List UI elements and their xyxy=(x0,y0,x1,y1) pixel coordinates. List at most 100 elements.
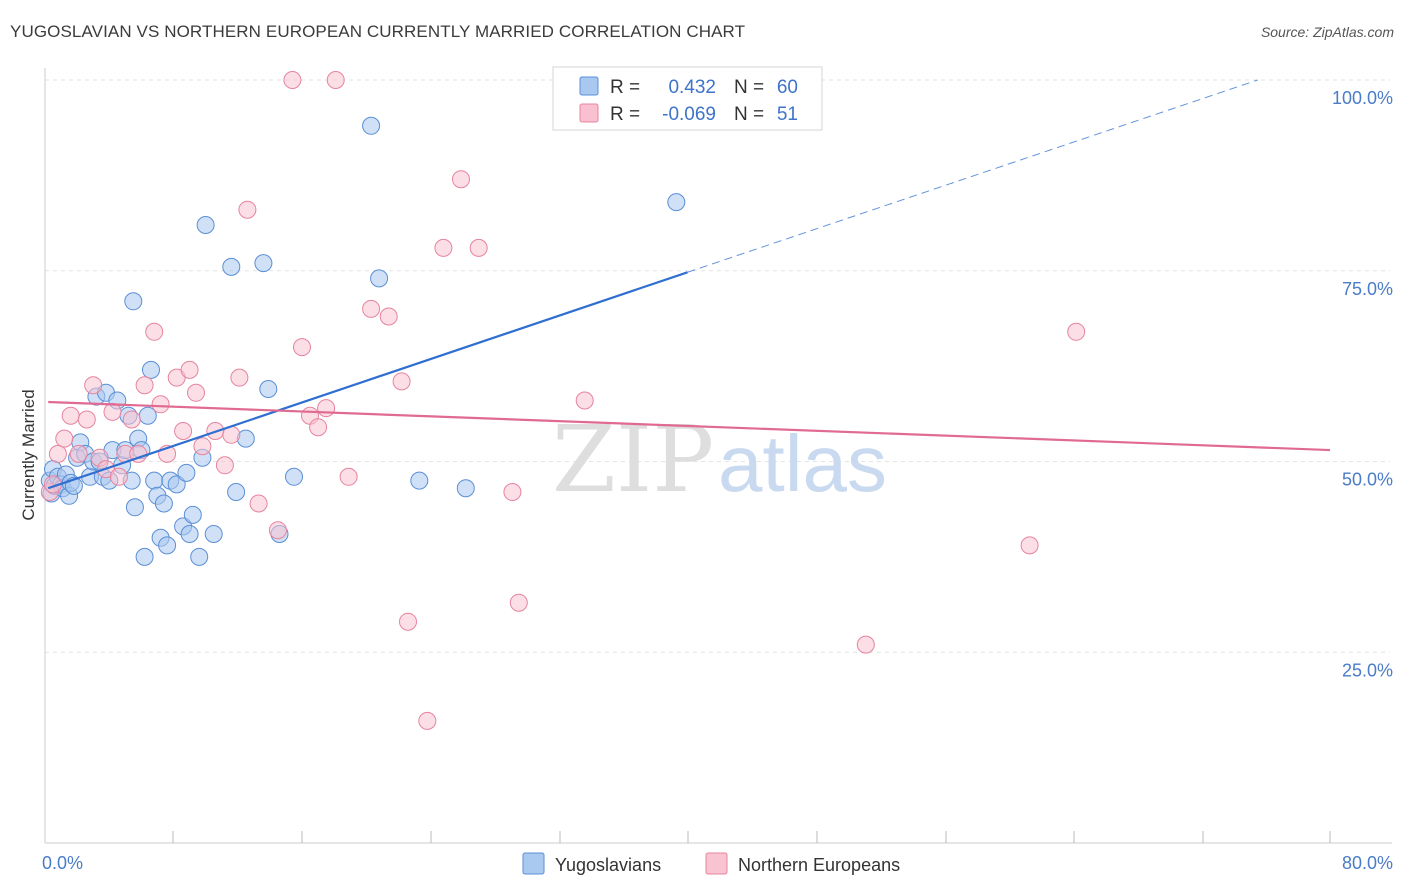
y-axis-label: Currently Married xyxy=(19,389,38,520)
watermark-atlas: atlas xyxy=(718,419,887,508)
series-legend: Yugoslavians Northern Europeans xyxy=(522,852,900,875)
yugoslavian-point-47 xyxy=(196,216,215,234)
legend-r-label-1: R = xyxy=(610,104,640,125)
northern-european-point-7 xyxy=(84,376,103,395)
northern-european-point-3 xyxy=(55,429,74,448)
northern-european-point-34 xyxy=(309,418,328,437)
yugoslavian-point-52 xyxy=(254,254,273,273)
northern-european-point-48 xyxy=(575,391,594,410)
northern-european-point-30 xyxy=(268,521,287,540)
northern-european-point-5 xyxy=(69,444,88,463)
yugoslavian-point-34 xyxy=(145,471,164,490)
axes xyxy=(44,68,1392,844)
northern-european-point-27 xyxy=(230,368,249,387)
legend-r-label-0: R = xyxy=(610,77,640,98)
northern-european-point-31 xyxy=(283,71,302,89)
yugoslavian-point-50 xyxy=(227,483,246,501)
series-legend-swatch-0 xyxy=(522,852,545,875)
northern-european-point-11 xyxy=(109,467,128,486)
northern-european-point-36 xyxy=(326,71,345,89)
yugoslavian-point-44 xyxy=(183,505,202,524)
yugoslavian-point-58 xyxy=(410,471,429,490)
legend-r-value-0: 0.432 xyxy=(668,77,716,98)
tick-labels: 25.0% 50.0% 75.0% 100.0% 0.0% 80.0% Currently … xyxy=(19,88,1393,873)
gridlines xyxy=(45,79,1390,653)
northern-european-point-32 xyxy=(293,338,311,357)
northern-european-point-2 xyxy=(48,444,67,463)
yugoslavian-point-55 xyxy=(285,467,303,486)
yugoslavian-point-37 xyxy=(154,494,173,513)
yugoslavian-point-57 xyxy=(370,269,389,288)
northern-european-point-22 xyxy=(187,383,205,402)
source-credit: Source: ZipAtlas.com xyxy=(1260,24,1394,40)
yugoslavian-point-49 xyxy=(222,257,241,276)
northern-european-point-4 xyxy=(61,406,80,425)
northern-european-point-17 xyxy=(151,395,170,414)
yugoslavian-point-38 xyxy=(158,536,177,555)
northern-european-point-47 xyxy=(509,593,528,612)
northern-european-point-40 xyxy=(392,372,411,391)
northern-european-point-49 xyxy=(856,635,875,654)
yugoslavian-trend-extension xyxy=(687,79,1258,273)
y-tick-label-0: 25.0% xyxy=(1342,660,1393,680)
legend-swatch-0 xyxy=(579,76,599,96)
x-tick-label-min: 0.0% xyxy=(42,853,83,873)
northern-european-point-41 xyxy=(399,612,417,631)
series-legend-swatch-1 xyxy=(705,852,728,875)
legend-r-value-1: -0.069 xyxy=(662,104,716,125)
northern-european-point-6 xyxy=(77,410,96,429)
yugoslavian-trend-line xyxy=(47,271,688,490)
stats-legend: R = 0.432 N = 60 R = -0.069 N = 51 xyxy=(552,66,823,131)
yugoslavian-point-56 xyxy=(362,116,381,135)
trend-lines xyxy=(47,79,1331,490)
northern-european-point-50 xyxy=(1020,536,1039,555)
northern-european-trend-line xyxy=(48,400,1331,452)
legend-n-value-0: 60 xyxy=(777,77,798,98)
northern-european-point-42 xyxy=(418,711,437,730)
y-tick-label-1: 50.0% xyxy=(1342,470,1393,490)
yugoslavian-point-48 xyxy=(204,525,223,543)
northern-european-point-25 xyxy=(215,456,234,475)
northern-european-point-46 xyxy=(503,483,522,501)
northern-european-point-45 xyxy=(469,238,488,257)
y-tick-label-2: 75.0% xyxy=(1342,279,1393,299)
yugoslavian-point-59 xyxy=(456,479,475,498)
data-points xyxy=(40,71,1086,730)
northern-european-point-16 xyxy=(145,322,164,341)
yugoslavian-point-45 xyxy=(190,547,209,566)
northern-european-point-10 xyxy=(103,402,122,421)
northern-european-point-44 xyxy=(452,170,470,189)
legend-swatch-1 xyxy=(579,103,599,123)
chart-title: YUGOSLAVIAN VS NORTHERN EUROPEAN CURRENT… xyxy=(10,22,746,41)
legend-n-value-1: 51 xyxy=(777,104,798,125)
northern-european-point-37 xyxy=(339,467,358,486)
northern-european-point-39 xyxy=(379,307,398,326)
yugoslavian-point-53 xyxy=(259,380,278,398)
northern-european-point-28 xyxy=(238,200,257,219)
yugoslavian-point-42 xyxy=(177,463,196,482)
northern-european-point-35 xyxy=(317,399,336,418)
northern-european-point-43 xyxy=(434,238,453,257)
northern-european-point-15 xyxy=(135,376,154,395)
northern-european-point-51 xyxy=(1067,322,1086,341)
northern-european-point-23 xyxy=(193,437,212,456)
yugoslavian-point-29 xyxy=(124,292,143,311)
northern-european-point-20 xyxy=(174,422,193,440)
northern-european-point-13 xyxy=(122,410,141,429)
y-tick-label-3: 100.0% xyxy=(1332,88,1393,108)
yugoslavian-point-33 xyxy=(142,360,160,379)
series-legend-label-0: Yugoslavians xyxy=(555,855,661,875)
x-tick-label-max: 80.0% xyxy=(1342,853,1393,873)
legend-n-label-1: N = xyxy=(734,104,764,125)
yugoslavian-point-43 xyxy=(180,525,199,543)
yugoslavian-point-27 xyxy=(125,498,144,517)
yugoslavian-point-40 xyxy=(167,475,186,494)
yugoslavian-point-31 xyxy=(135,547,154,566)
legend-n-label-0: N = xyxy=(734,77,764,98)
yugoslavian-point-60 xyxy=(667,193,686,212)
northern-european-point-21 xyxy=(180,360,199,379)
series-legend-label-1: Northern Europeans xyxy=(738,855,900,875)
northern-european-point-29 xyxy=(249,494,268,513)
northern-european-point-38 xyxy=(362,299,381,318)
